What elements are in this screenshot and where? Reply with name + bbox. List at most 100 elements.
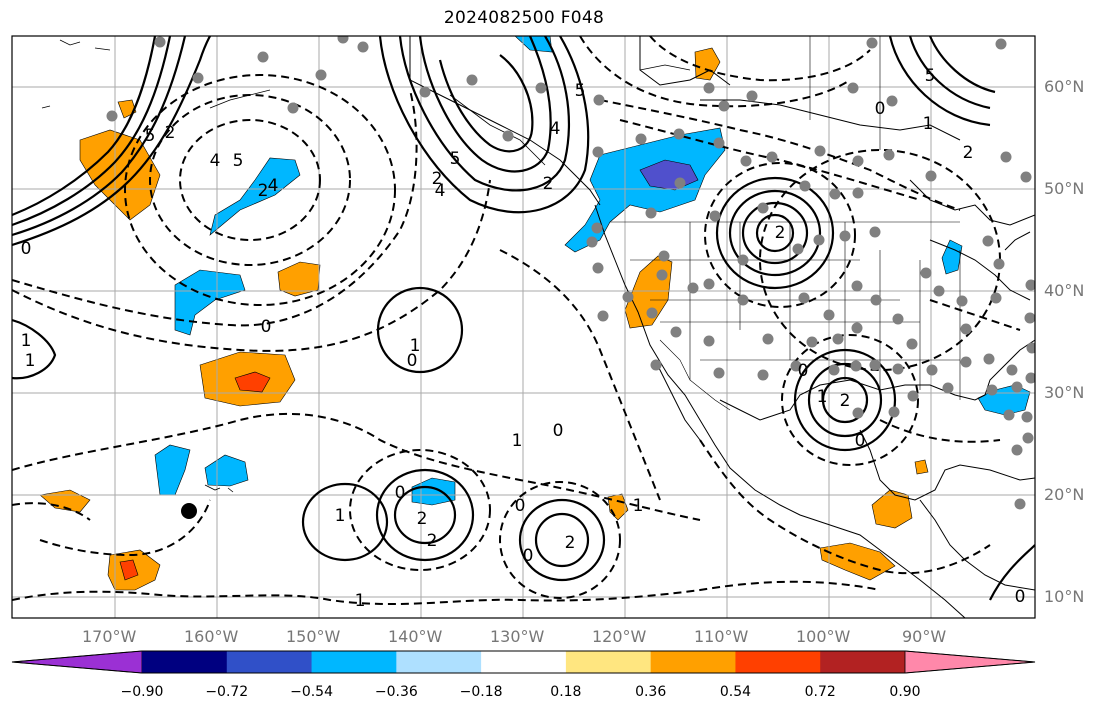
colorbar-tick-label: −0.54: [290, 684, 333, 700]
orange-area: [277, 261, 321, 297]
orange-area: [694, 47, 721, 81]
colorbar-segment: [311, 651, 397, 673]
orange-area: [871, 489, 913, 529]
orange-area: [819, 542, 896, 581]
contour-label: 1: [817, 387, 828, 407]
lon-label: 160°W: [184, 627, 239, 646]
colorbar-segment: [226, 651, 313, 673]
contour-label: 4: [210, 151, 221, 171]
contour-label: 2: [840, 391, 851, 411]
colorbar-tick-label: −0.72: [205, 684, 249, 700]
station-dots: [106, 36, 1035, 510]
red-area: [119, 559, 139, 581]
contour-label: 0: [1015, 587, 1026, 607]
colorbar-segment: [142, 651, 228, 673]
colorbar-segment: [650, 651, 736, 673]
negative-contours: [12, 36, 1021, 606]
contour-label: 0: [515, 496, 526, 516]
contour-label: 0: [875, 99, 886, 119]
colorbar-segment: [904, 650, 1036, 674]
islands: [41, 39, 691, 493]
orange-area: [914, 459, 929, 475]
colorbar-tick-label: 0.90: [889, 684, 921, 700]
contour-label: 1: [410, 336, 421, 356]
coastlines: [409, 36, 1035, 618]
colorbar-segment: [11, 650, 143, 674]
contour-label: 5: [575, 81, 586, 101]
contour-label: 1: [512, 431, 523, 451]
contour-label: 1: [923, 114, 934, 134]
contour-label: 1: [21, 331, 32, 351]
colorbar-tick-label: −0.90: [120, 684, 164, 700]
lat-label: 30°N: [1044, 383, 1085, 402]
contour-label: 2: [258, 181, 269, 201]
lon-label: 130°W: [490, 627, 545, 646]
contour-label: 1: [335, 506, 346, 526]
blue-area: [209, 157, 301, 236]
contour-label: 2: [427, 531, 438, 551]
map-frame: [11, 35, 1036, 619]
colorbar-tick-label: 0.18: [550, 684, 582, 700]
contour-label: 1: [355, 591, 366, 611]
colorbar-tick-label: −0.18: [459, 684, 503, 700]
lat-label: 50°N: [1044, 179, 1085, 198]
contour-label: 2: [565, 533, 576, 553]
contour-label: 0: [523, 546, 534, 566]
lat-label: 40°N: [1044, 281, 1085, 300]
blue-area: [941, 239, 963, 275]
positive-contours: [12, 36, 1035, 601]
red-area: [234, 371, 271, 393]
colorbar-tick-label: −0.36: [374, 684, 418, 700]
colorbar: [11, 650, 1036, 674]
lon-label: 100°W: [796, 627, 851, 646]
highlight-dot: [181, 503, 197, 519]
contour-label: 1: [633, 496, 644, 516]
contour-label: 0: [855, 431, 866, 451]
contour-label: 2: [543, 174, 554, 194]
contour-label: 2: [417, 509, 428, 529]
colorbar-segment: [481, 651, 567, 673]
colorbar-segment: [735, 651, 821, 673]
contour-label: 0: [798, 361, 809, 381]
shaded-fields: [39, 36, 1031, 591]
blue-area: [411, 477, 456, 506]
lon-label: 170°W: [82, 627, 137, 646]
lat-label: 60°N: [1044, 77, 1085, 96]
lon-label: 90°W: [902, 627, 947, 646]
contour-label: 1: [25, 351, 36, 371]
contour-label: 5: [450, 149, 461, 169]
lat-label: 20°N: [1044, 485, 1085, 504]
blue-area: [564, 127, 726, 253]
contour-label: 5: [925, 66, 936, 86]
colorbar-segment: [820, 651, 906, 673]
contour-label: 0: [553, 421, 564, 441]
lon-label: 110°W: [694, 627, 749, 646]
blue-area: [154, 444, 191, 496]
colorbar-segment: [565, 651, 652, 673]
contour-label: 0: [261, 317, 272, 337]
lat-label: 10°N: [1044, 587, 1085, 606]
contour-label: 0: [407, 351, 418, 371]
contour-label: 0: [21, 239, 32, 259]
contour-label: 5: [145, 126, 156, 146]
lon-label: 140°W: [388, 627, 443, 646]
lon-label: 120°W: [592, 627, 647, 646]
map-title: 2024082500 F048: [443, 8, 605, 28]
lon-label: 150°W: [286, 627, 341, 646]
colorbar-tick-label: 0.36: [635, 684, 667, 700]
colorbar-tick-label: 0.54: [719, 684, 752, 700]
contour-label: 2: [775, 223, 786, 243]
contour-label: 2: [963, 143, 974, 163]
contour-label: 5: [233, 151, 244, 171]
contour-label: 0: [395, 483, 406, 503]
blue-area: [204, 454, 249, 487]
contour-label: 4: [550, 119, 561, 139]
contour-label: 4: [435, 181, 446, 201]
colorbar-tick-label: 0.72: [804, 684, 836, 700]
blue-area: [174, 269, 246, 336]
contour-label: 2: [165, 123, 176, 143]
colorbar-segment: [396, 651, 482, 673]
blue-area: [977, 384, 1031, 416]
